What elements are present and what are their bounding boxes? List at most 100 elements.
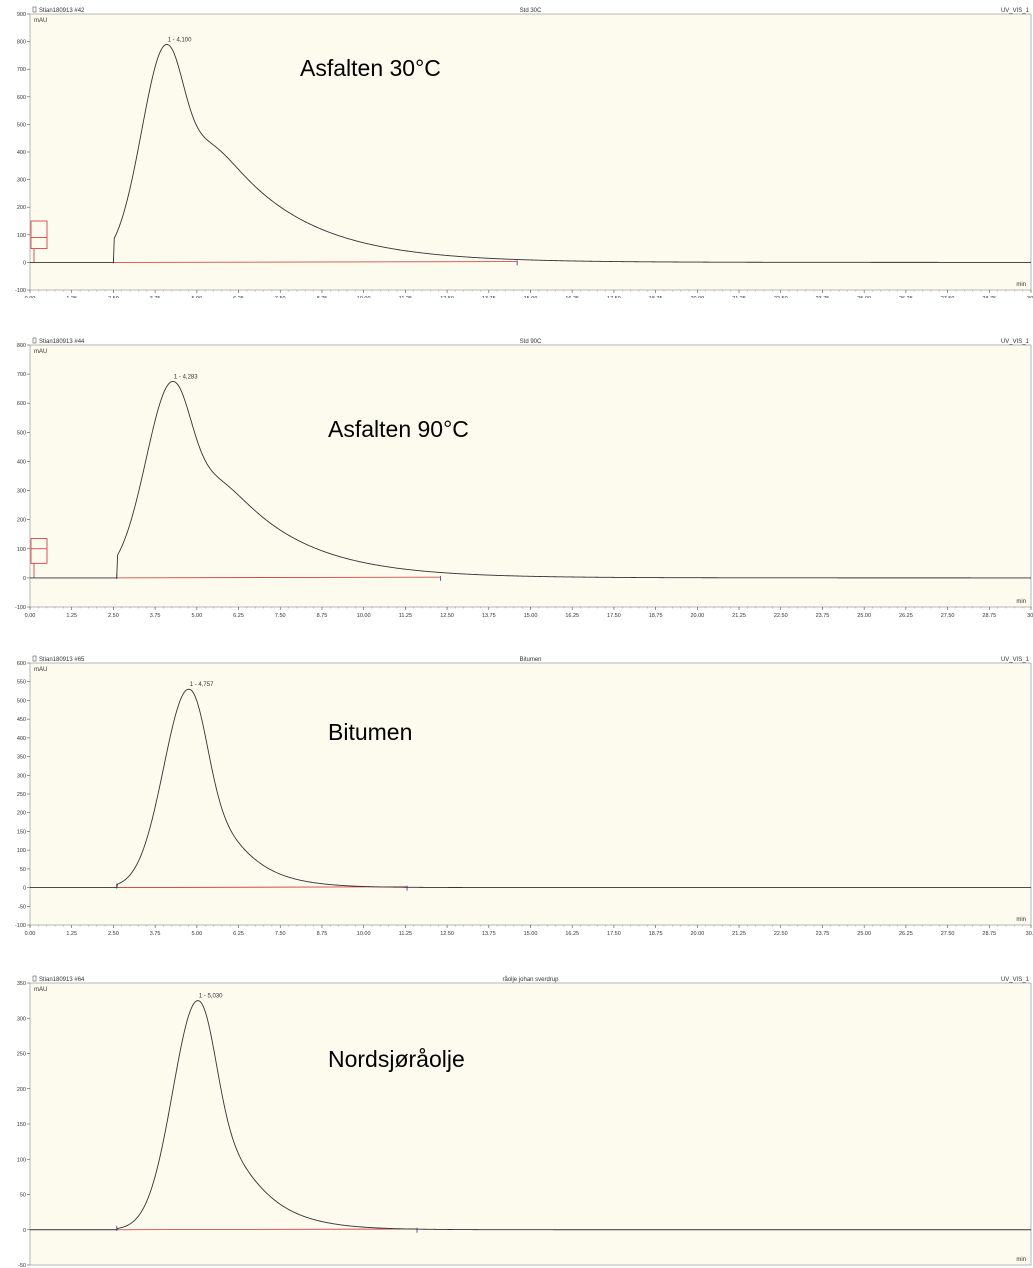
y-tick-label: 700 [17,67,26,73]
x-tick-label: 27,50 [941,931,955,935]
y-tick-label: 0 [23,1228,26,1234]
y-tick-label: 300 [17,1016,26,1022]
x-tick-label: 10,00 [357,613,371,617]
integration-baseline [113,261,518,263]
sample-annotation: Asfalten 30°C [300,55,441,81]
x-tick-label: 2,50 [108,613,119,617]
y-tick-label: -100 [15,288,26,294]
x-tick-label: 16,25 [565,613,579,617]
y-tick-label: 250 [17,1052,26,1058]
y-tick-label: -100 [15,923,26,929]
x-tick-label: 28,75 [982,931,996,935]
y-tick-label: 400 [17,736,26,742]
y-tick-label: 300 [17,489,26,495]
x-tick-label: 3,75 [150,931,161,935]
x-tick-label: 13,75 [482,613,496,617]
x-tick-label: 23,75 [816,296,830,298]
chromatogram-asfalten-90c: Stian180913 #44 Std 90C UV_VIS_1 -100 0 100 20… [0,337,1033,617]
y-tick-label: 300 [17,178,26,184]
x-tick-label: 8,75 [317,613,328,617]
y-tick-label: 100 [17,547,26,553]
x-tick-label: 15,00 [524,613,538,617]
x-tick-label: 25,00 [857,613,871,617]
y-tick-label: 0 [23,576,26,582]
x-tick-label: 22,50 [774,296,788,298]
y-tick-label: 0 [23,260,26,266]
y-tick-label: -50 [18,904,26,910]
document-icon [32,6,37,13]
x-tick-label: 18,75 [649,931,663,935]
x-tick-label: 22,50 [774,931,788,935]
x-tick-label: 0,00 [25,613,36,617]
x-tick-label: 12,50 [440,931,454,935]
x-axis-unit: min [1016,1257,1026,1263]
y-tick-label: 550 [17,680,26,686]
x-tick-label: 5,00 [191,613,202,617]
y-tick-label: -50 [18,1263,26,1268]
x-axis-unit: min [1016,599,1026,605]
x-tick-label: 17,50 [607,613,621,617]
header-sample-id: Stian180913 #65 [39,657,85,663]
chromatogram-trace [30,380,1031,579]
baseline-marker-box [30,538,48,564]
x-tick-label: 3,75 [150,296,161,298]
y-tick-label: 400 [17,150,26,156]
chromatogram-bitumen: Stian180913 #65 Bitumen UV_VIS_1 -100 -50 0 50… [0,655,1033,935]
y-tick-label: 500 [17,430,26,436]
y-tick-label: 100 [17,848,26,854]
y-axis-unit: mAU [34,667,47,673]
x-tick-label: 27,50 [941,296,955,298]
x-tick-label: 7,50 [275,931,286,935]
x-tick-label: 11,25 [399,613,412,617]
x-tick-label: 5,00 [191,931,202,935]
chart-svg: Stian180913 #64 råolje johan sverdrup UV_V… [17,975,1032,1268]
header-sample-id: Stian180913 #64 [39,977,85,983]
sample-annotation: Bitumen [328,719,412,745]
x-tick-label: 20,00 [690,296,704,298]
x-tick-label: 13,75 [482,296,496,298]
y-tick-label: 500 [17,122,26,128]
x-tick-label: 21,25 [732,296,746,298]
integration-baseline [116,1228,418,1231]
sample-annotation: Asfalten 90°C [328,416,469,442]
integration-baseline [116,886,408,888]
x-tick-label: 27,50 [941,613,955,617]
y-tick-label: 50 [20,1193,26,1199]
peak-label: 1 - 4,100 [168,37,192,43]
x-tick-label: 18,75 [649,613,663,617]
document-icon [32,975,37,982]
x-tick-label: 15,00 [524,931,538,935]
chart-svg: Stian180913 #65 Bitumen UV_VIS_1 -100 -50 0 50… [15,655,1033,935]
document-icon [32,337,37,344]
x-tick-label: 6,25 [233,296,244,298]
x-tick-label: 26,25 [899,296,913,298]
y-tick-label: 200 [17,1087,26,1093]
y-tick-label: 350 [17,981,26,987]
y-tick-label: 500 [17,698,26,704]
integration-baseline [116,576,441,579]
header-sample-name: råolje johan sverdrup [502,976,559,983]
x-tick-label: 8,75 [317,296,328,298]
x-tick-label: 0,00 [25,296,36,298]
x-tick-label: 22,50 [774,613,788,617]
x-tick-label: 6,25 [233,613,244,617]
x-tick-label: 5,00 [191,296,202,298]
plot-area [29,13,1032,291]
plot-area [29,982,1032,1266]
y-tick-label: 800 [17,343,26,349]
y-tick-label: 900 [17,12,26,18]
x-tick-label: 18,75 [649,296,663,298]
x-tick-label: 28,75 [982,613,996,617]
x-tick-label: 2,50 [108,931,119,935]
header-channel: UV_VIS_1 [1001,8,1030,14]
x-tick-label: 23,75 [816,613,830,617]
y-tick-label: 100 [17,1157,26,1163]
y-axis-unit: mAU [34,987,47,993]
header-sample-id: Stian180913 #44 [39,339,85,345]
chromatogram-trace [30,1000,1031,1231]
chart-svg: Stian180913 #42 Std 30C UV_VIS_1 -100 0 100 20… [15,6,1033,298]
x-tick-label: 10,00 [357,296,371,298]
header-channel: UV_VIS_1 [1001,339,1030,345]
x-tick-label: 7,50 [275,613,286,617]
chromatogram-nordsjoraolje: Stian180913 #64 råolje johan sverdrup UV_V… [0,975,1033,1268]
